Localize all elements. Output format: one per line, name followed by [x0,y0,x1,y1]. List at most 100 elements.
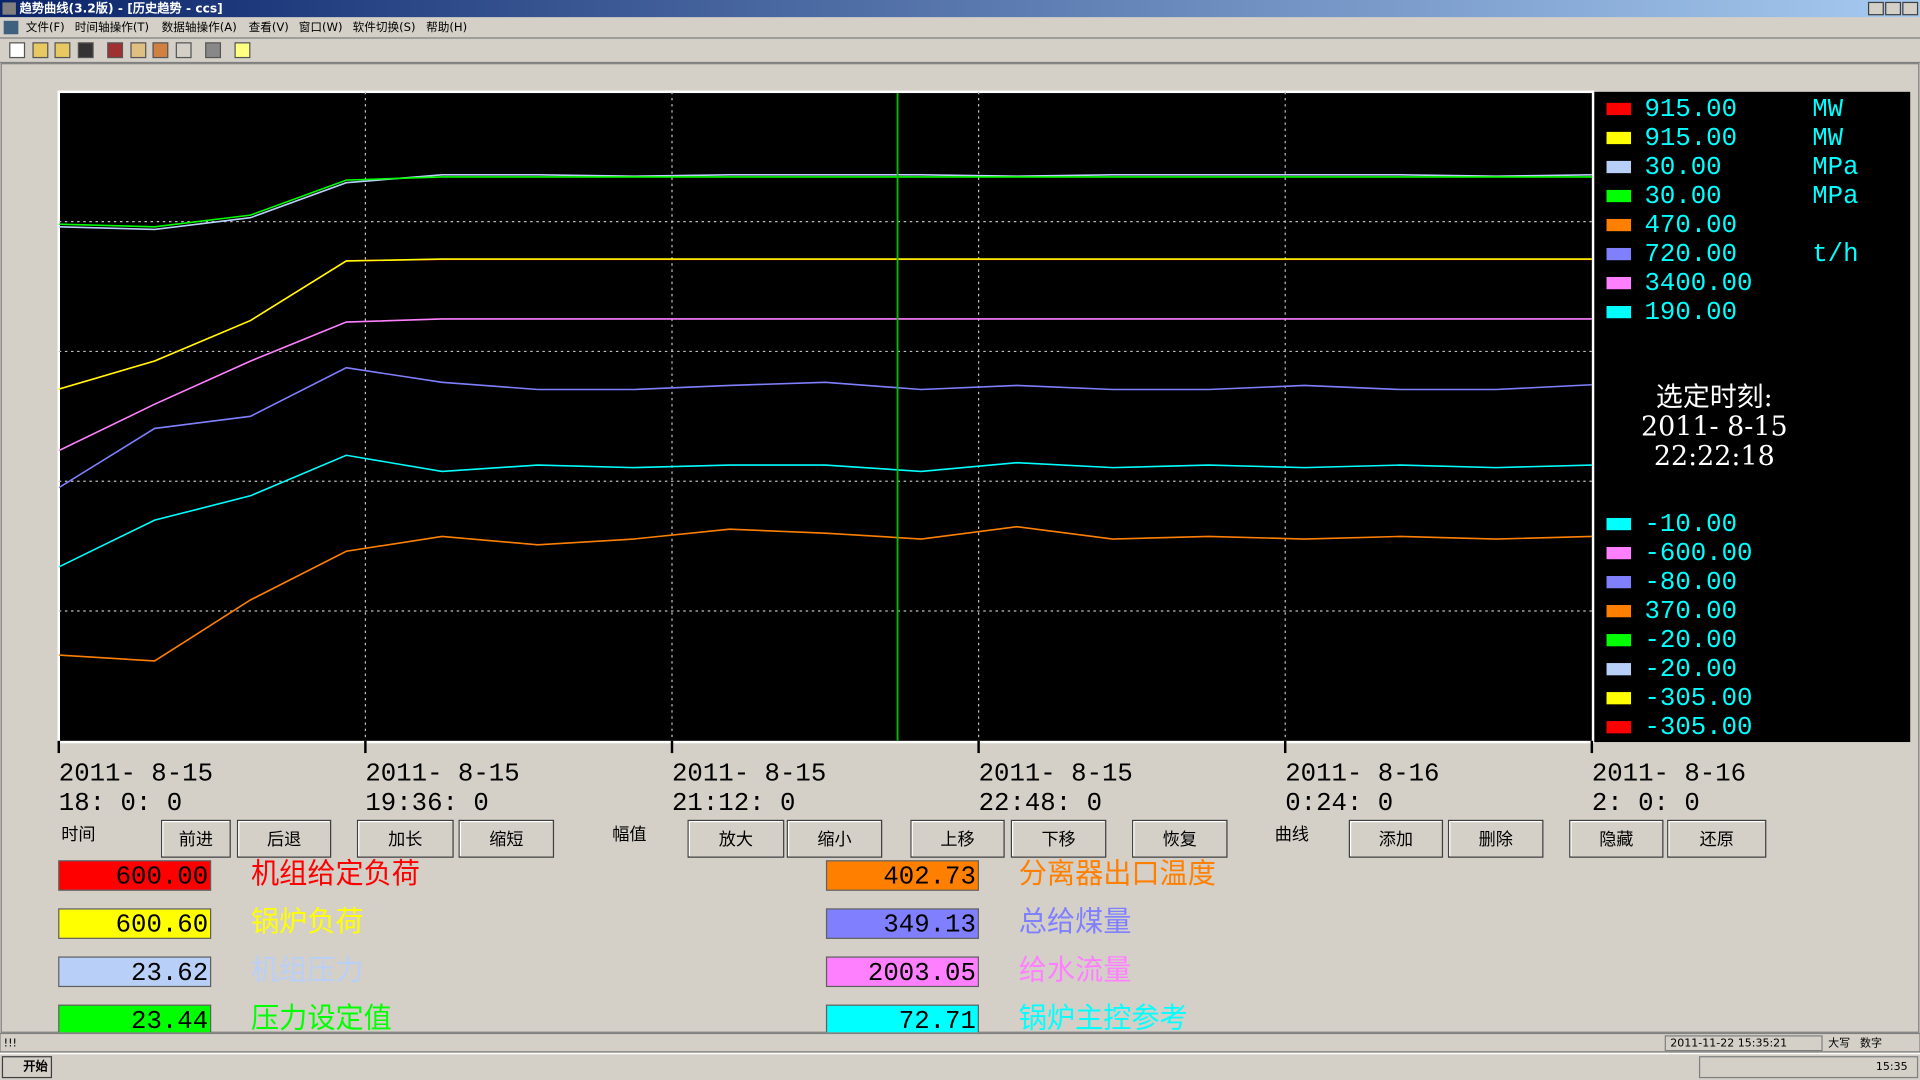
button[interactable] [1667,819,1767,858]
control-label: 幅值 [612,825,646,845]
tool-help[interactable] [234,42,251,59]
menu-item[interactable]: 软件切换(S) [353,20,416,34]
pen-name: 锅炉负荷 [251,905,364,938]
button[interactable] [236,819,332,858]
start-button[interactable] [1,1056,53,1079]
scale-unit: MPa [1812,153,1858,182]
time-tick-date: 2011- 8-15 [59,760,213,789]
button[interactable] [1348,819,1444,858]
button[interactable] [687,819,785,858]
menu-item[interactable]: 查看(V) [249,20,289,34]
tool-open2[interactable] [54,42,71,59]
window-title: 趋势曲线(3.2版) - [历史趋势 - ccs] [20,1,223,16]
button-bevel [238,821,330,856]
minimize-button[interactable] [1867,1,1884,16]
time-tick-time: 22:48: 0 [979,789,1102,818]
app-icon [3,20,19,35]
status-pane [1664,1035,1823,1052]
status-caps: 大写 [1828,1035,1850,1049]
scale-top: 30.00 [1644,182,1721,211]
value-text: 600.00 [116,863,209,892]
button[interactable] [161,819,231,858]
time-tick-date: 2011- 8-15 [979,760,1133,789]
time-tick-time: 19:36: 0 [365,789,488,818]
tool-save[interactable] [77,42,94,59]
scale-bottom: -305.00 [1644,684,1752,713]
menu-item[interactable]: 时间轴操作(T) [75,20,149,34]
close-button[interactable] [1902,1,1919,16]
scale-top: 3400.00 [1644,269,1752,298]
value-box [825,1004,979,1033]
button[interactable] [356,819,454,858]
tool-open[interactable] [32,42,49,59]
plot-frame [57,90,1595,744]
scale-swatch [1606,102,1632,116]
status-num: 数字 [1860,1035,1882,1049]
button-bevel [1350,821,1442,856]
button[interactable] [910,819,1005,858]
button-label: 前进 [179,830,213,850]
toolbar [9,42,251,59]
tool-a[interactable] [107,42,124,59]
button-bevel [1133,821,1226,856]
scale-swatch [1606,247,1632,261]
pen-name: 压力设定值 [251,1001,392,1034]
button[interactable] [1010,819,1107,858]
start-label: 开始 [23,1059,48,1074]
button-label: 加长 [388,830,422,850]
trend-curve [58,176,1592,228]
button[interactable] [1447,819,1544,858]
scale-swatch [1606,634,1632,647]
scale-swatch [1606,306,1632,319]
tool-print[interactable] [205,42,222,59]
scale-swatch [1606,189,1632,203]
trend-panel [58,91,1911,743]
button-label: 下移 [1041,830,1075,850]
value-box [825,908,979,939]
value-box [825,860,979,891]
tool-new[interactable] [9,42,26,59]
button-bevel [358,821,452,856]
time-tick-date: 2011- 8-15 [672,760,826,789]
status-bar [0,1032,1920,1053]
button-label: 恢复 [1163,830,1197,850]
scale-bottom: -10.00 [1644,510,1737,539]
trend-curve [58,454,1592,568]
trend-curve [58,318,1592,452]
button-bevel [1668,821,1765,856]
scale-swatch [1606,721,1632,734]
button-label: 缩短 [489,830,523,850]
pen-name: 机组压力 [251,953,364,986]
scale-swatch [1606,692,1632,705]
time-tick-date: 2011- 8-16 [1285,760,1439,789]
scale-swatch [1606,605,1632,618]
button[interactable] [1569,819,1664,858]
menu-item[interactable]: 文件(F) [26,20,65,34]
scale-swatch [1606,576,1632,589]
button[interactable] [1132,819,1228,858]
cursor-label: 选定时刻: [1656,382,1773,413]
value-box [825,956,979,988]
tool-d[interactable] [175,42,192,59]
restore-button[interactable] [1885,1,1902,16]
menu-item[interactable]: 帮助(H) [426,20,467,34]
menu-item[interactable]: 窗口(W) [299,20,343,34]
scale-top: 720.00 [1644,240,1737,269]
trend-curve [58,525,1592,662]
button-bevel [1012,821,1105,856]
tool-b[interactable] [130,42,147,59]
value-box [58,860,212,891]
tool-c[interactable] [152,42,169,59]
scale-bottom: -80.00 [1644,568,1737,597]
menu-item[interactable]: 数据轴操作(A) [162,20,237,34]
scale-unit: MW [1812,124,1843,153]
window-controls [1867,1,1919,16]
app-icon-title [2,2,16,15]
button-label: 还原 [1700,830,1734,850]
button-label: 上移 [940,830,974,850]
scale-unit: MW [1812,95,1843,124]
title-bar [0,0,1920,18]
pen-name: 机组给定负荷 [251,857,420,890]
button[interactable] [458,819,555,858]
button[interactable] [786,819,883,858]
